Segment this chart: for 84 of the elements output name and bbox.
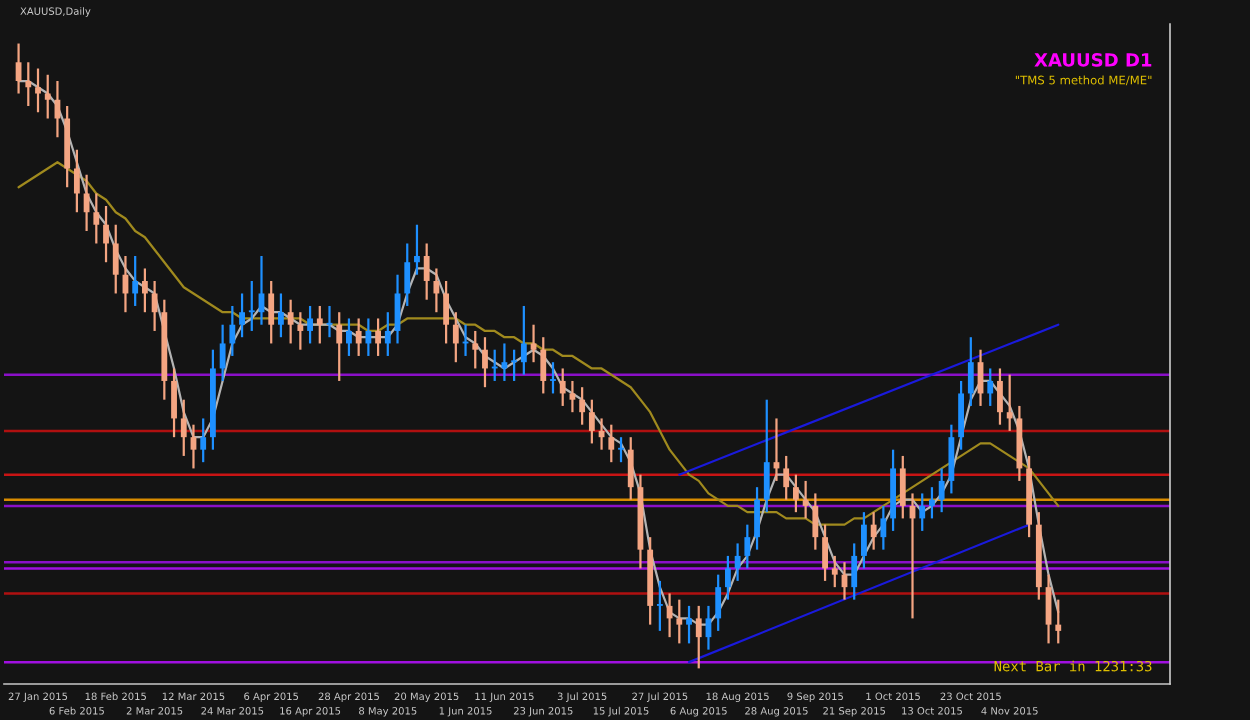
candlestick: [783, 454, 790, 501]
candlestick: [938, 467, 945, 514]
candlestick: [375, 317, 382, 358]
candlestick: [695, 604, 702, 670]
candlestick: [715, 573, 722, 632]
candlestick: [482, 336, 488, 389]
candlestick: [433, 267, 440, 314]
chart-title: XAUUSD D1: [1034, 53, 1152, 67]
candlestick: [103, 204, 109, 264]
candlestick: [365, 317, 372, 358]
candlestick: [268, 279, 275, 345]
candlestick: [987, 367, 994, 408]
candlestick: [540, 336, 547, 395]
candlestick: [550, 361, 556, 395]
candlestick: [151, 279, 158, 333]
candlestick: [414, 223, 420, 276]
candlestick: [656, 579, 663, 632]
candlestick: [336, 311, 343, 383]
candlestick: [423, 242, 430, 301]
candlestick: [287, 298, 294, 345]
candlestick: [384, 311, 391, 358]
candlestick: [219, 323, 226, 383]
candlestick: [559, 367, 566, 408]
candlestick: [802, 479, 809, 520]
candlestick: [792, 473, 799, 514]
candlestick: [326, 304, 333, 339]
candlestick: [472, 329, 479, 370]
candlestick: [278, 292, 284, 339]
candlestick: [35, 67, 41, 114]
candlestick: [666, 592, 673, 639]
candlestick: [297, 311, 304, 351]
candlestick: [608, 423, 615, 464]
candlestick: [851, 542, 858, 601]
candlestick: [443, 279, 450, 345]
candlestick: [355, 317, 362, 358]
candlestick: [520, 304, 527, 376]
candlestick: [686, 604, 692, 645]
candlestick: [25, 61, 32, 108]
candlestick: [627, 436, 634, 501]
candlestick: [141, 267, 148, 314]
candlestick: [831, 554, 838, 589]
candlestick: [880, 504, 887, 551]
candlestick: [83, 173, 90, 233]
candlestick: [822, 523, 828, 583]
candlestick: [997, 367, 1003, 426]
candlestick: [754, 486, 760, 551]
candlestick: [307, 304, 313, 345]
candlestick: [316, 304, 323, 345]
candlestick: [734, 542, 741, 583]
candlestick: [967, 336, 974, 408]
candlestick: [899, 454, 906, 520]
candlestick: [744, 523, 751, 570]
candlestick: [958, 379, 965, 451]
candlestick: [618, 436, 624, 464]
candlestick: [763, 398, 770, 514]
candlestick: [346, 317, 352, 358]
candlestick: [588, 398, 595, 445]
candlestick: [248, 279, 255, 333]
candlestick: [929, 486, 935, 520]
candlestick: [171, 367, 177, 439]
candlestick: [180, 398, 187, 458]
candlestick: [452, 311, 459, 364]
candlestick: [1055, 598, 1062, 645]
candlestick: [919, 492, 926, 533]
candlestick: [239, 292, 245, 339]
candlestick: [861, 511, 867, 570]
candlestick: [112, 223, 119, 295]
candlestick: [200, 417, 207, 464]
candlestick: [569, 379, 576, 414]
candlestick: [44, 73, 51, 120]
candlestick: [404, 242, 411, 308]
candlestick: [812, 492, 819, 551]
candlestick: [132, 254, 139, 308]
candlestick: [676, 598, 683, 645]
candlestick: [93, 192, 100, 245]
candlestick: [73, 148, 80, 214]
candlestick: [530, 323, 537, 364]
candlestick: [229, 304, 236, 358]
candlestick: [948, 423, 955, 495]
candlestick: [511, 348, 518, 383]
candlestick: [724, 554, 731, 601]
candlestick: [870, 511, 877, 551]
candlestick: [579, 386, 586, 426]
candlestick: [1006, 373, 1013, 433]
